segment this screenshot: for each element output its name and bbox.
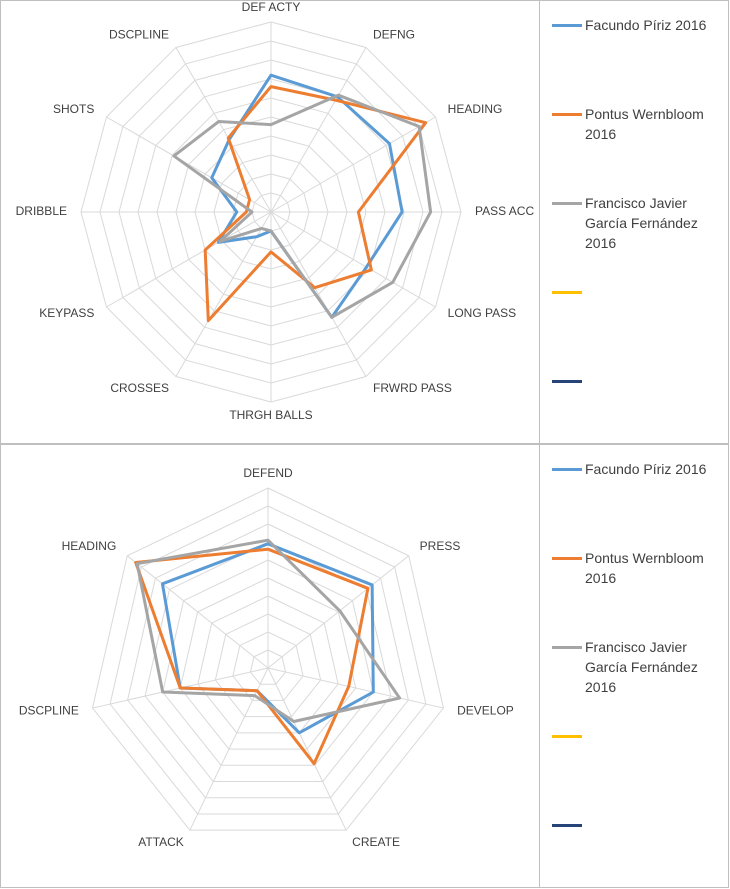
grid-ring <box>179 577 357 750</box>
legend-swatch <box>552 468 582 471</box>
spoke <box>126 555 269 669</box>
series-line <box>134 547 370 766</box>
legend-swatch <box>552 24 582 27</box>
series-line <box>203 85 428 323</box>
spoke <box>175 47 272 213</box>
grid-ring <box>127 523 409 799</box>
spoke <box>106 116 272 213</box>
axis-label: PRESS <box>420 539 461 553</box>
grid-ring <box>214 613 322 718</box>
legend-swatch <box>552 380 582 383</box>
grid-ring <box>162 559 374 766</box>
legend-label: Facundo Píriz 2016 <box>585 17 707 33</box>
legend-swatch <box>552 202 582 205</box>
grid-ring <box>109 505 427 815</box>
axis-label: CROSSES <box>110 381 169 395</box>
legend-label: Francisco Javier García Fernández 2016 <box>585 639 698 695</box>
axis-label: PASS ACC <box>475 204 534 218</box>
axis-label: DSCPLINE <box>19 703 79 717</box>
legend: Facundo Píriz 2016 Pontus Wernbloom 2016 F… <box>539 445 730 887</box>
axis-label: KEYPASS <box>39 306 94 320</box>
legend-swatch <box>552 646 582 649</box>
spoke <box>175 211 272 377</box>
spoke <box>267 667 347 831</box>
grid-ring <box>197 595 339 734</box>
chart: DEFEND PRESS DEVELOP CREATE ATTACK DSCPLINE HE… <box>19 466 514 849</box>
axis-label: DSCPLINE <box>109 28 169 42</box>
spoke <box>267 667 444 709</box>
axis-label: DEVELOP <box>457 703 514 717</box>
legend-swatch <box>552 824 582 827</box>
axis-label: DEFNG <box>373 28 415 42</box>
legend: Facundo Píriz 2016 Pontus Wernbloom 2016 F… <box>539 1 730 443</box>
axis-label: DEF ACTY <box>242 1 301 14</box>
legend-swatch <box>552 735 582 738</box>
chart-panel: DEFEND PRESS DEVELOP CREATE ATTACK DSCPLINE HE… <box>0 444 729 888</box>
grid-ring <box>91 487 445 831</box>
chart-panel: DEF ACTY DEFNG HEADING PASS ACC LONG PASS FRW… <box>0 0 729 444</box>
axis-label: LONG PASS <box>448 306 516 320</box>
spoke <box>270 211 367 377</box>
series-line <box>172 93 433 319</box>
legend-swatch <box>552 113 582 116</box>
series-line <box>135 538 402 724</box>
legend-swatch <box>552 557 582 560</box>
grid-ring <box>249 649 287 685</box>
spoke <box>106 211 272 308</box>
spoke <box>270 47 367 213</box>
axis-label: ATTACK <box>138 835 184 849</box>
spoke <box>270 211 436 308</box>
axis-label: THRGH BALLS <box>229 408 312 422</box>
axis-label: CREATE <box>352 835 400 849</box>
legend-label: Francisco Javier García Fernández 2016 <box>585 195 698 251</box>
spoke <box>270 116 436 213</box>
spoke <box>267 555 410 669</box>
axis-label: FRWRD PASS <box>373 381 452 395</box>
axis-label: DEFEND <box>243 466 293 480</box>
axis-label: HEADING <box>448 102 503 116</box>
axis-label: DRIBBLE <box>16 204 67 218</box>
chart: DEF ACTY DEFNG HEADING PASS ACC LONG PASS FRW… <box>16 1 535 422</box>
legend-swatch <box>552 291 582 294</box>
legend-label: Pontus Wernbloom 2016 <box>585 550 704 586</box>
legend-label: Pontus Wernbloom 2016 <box>585 106 704 142</box>
axis-label: HEADING <box>62 539 117 553</box>
axis-label: SHOTS <box>53 102 94 116</box>
legend-label: Facundo Píriz 2016 <box>585 461 707 477</box>
